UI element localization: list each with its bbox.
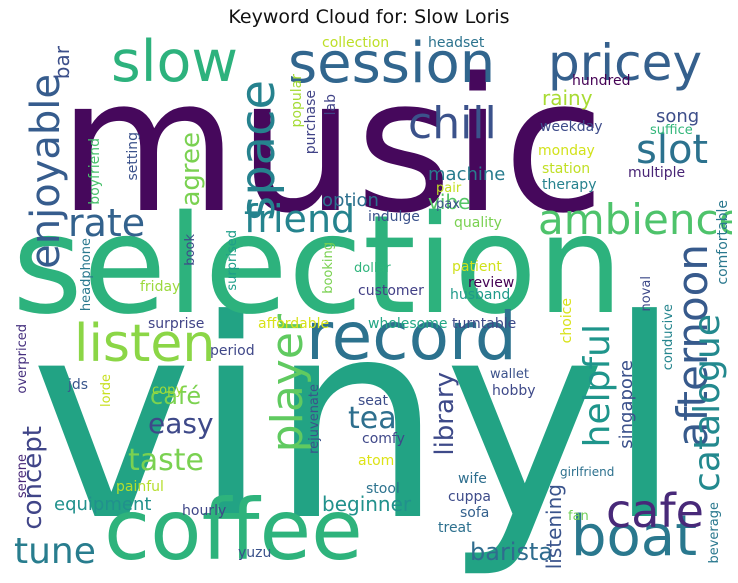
keyword: machine xyxy=(428,164,506,185)
keyword: lab xyxy=(323,94,339,116)
keyword: pair xyxy=(436,181,462,196)
keyword: helpful xyxy=(577,324,618,448)
keyword: ambience xyxy=(538,195,732,244)
keyword: dollar xyxy=(354,261,391,276)
keyword: tune xyxy=(14,531,96,572)
keyword: booking xyxy=(321,242,336,294)
keyword: setting xyxy=(125,132,141,181)
keyword: conducive xyxy=(661,304,676,371)
keyword: surprised xyxy=(225,230,240,291)
keyword: listen xyxy=(74,314,216,374)
keyword: patient xyxy=(452,259,502,275)
keyword: headphone xyxy=(79,238,94,312)
keyword: affordable xyxy=(258,316,330,332)
keyword: therapy xyxy=(542,177,597,193)
keyword: overpriced xyxy=(15,324,30,394)
keyword: vinyl xyxy=(30,261,683,576)
keyword: weekday xyxy=(540,119,603,135)
keyword: headset xyxy=(428,35,485,51)
keyword: bar xyxy=(50,46,74,80)
keyword: collection xyxy=(322,35,390,51)
keyword: boyfriend xyxy=(87,138,103,205)
keyword: station xyxy=(542,161,591,177)
keyword: player xyxy=(262,314,313,453)
keyword: review xyxy=(468,275,515,291)
keyword: comfy xyxy=(362,431,405,447)
keyword: lorde xyxy=(99,374,114,407)
chart-title: Keyword Cloud for: Slow Loris xyxy=(228,6,510,28)
keyword: friend xyxy=(244,197,356,241)
keyword: library xyxy=(430,372,460,456)
keyword: vibe xyxy=(428,190,471,214)
keyword: boat xyxy=(571,504,698,569)
keyword: pricey xyxy=(548,34,703,92)
keyword: fan xyxy=(568,509,589,524)
keyword: agree xyxy=(176,132,206,207)
keyword: song xyxy=(656,106,700,127)
keyword: barista xyxy=(470,538,554,566)
word-cloud: music vinyl selection coffee record sess… xyxy=(8,34,732,576)
keyword: popular xyxy=(289,74,305,128)
keyword: cuppa xyxy=(448,489,491,505)
keyword: slow xyxy=(111,34,239,95)
keyword: yuzu xyxy=(238,545,272,561)
keyword: indulge xyxy=(368,209,420,225)
keyword: option xyxy=(322,190,379,211)
keyword: hobby xyxy=(492,383,536,399)
keyword: jds xyxy=(68,377,89,393)
keyword: atom xyxy=(358,453,395,469)
keyword: hundred xyxy=(572,73,631,89)
keyword: seat xyxy=(358,393,388,409)
keyword: equipment xyxy=(54,494,152,515)
keyword: wife xyxy=(458,471,487,487)
keyword: selection xyxy=(12,187,624,345)
keyword: multiple xyxy=(628,165,686,181)
keyword: suffice xyxy=(650,123,693,138)
keyword: rainy xyxy=(542,86,593,110)
keyword: enjoyable xyxy=(23,74,69,269)
keyword: cafe xyxy=(606,484,704,538)
keyword: rejuvenate xyxy=(307,384,322,454)
keyword: serene xyxy=(15,454,30,499)
keyword: catalogue xyxy=(687,314,728,492)
keyword: sofa xyxy=(460,505,490,521)
keyword: coffee xyxy=(104,481,363,576)
keyword: quality xyxy=(454,215,502,231)
keyword: comfortable xyxy=(715,200,731,285)
keyword: purchase xyxy=(303,90,319,155)
keyword: stool xyxy=(366,481,400,497)
keyword: rate xyxy=(68,201,146,245)
keyword: listening xyxy=(542,484,566,570)
keyword: customer xyxy=(358,283,424,299)
keyword: period xyxy=(210,343,255,359)
keyword: girlfriend xyxy=(560,465,615,479)
keyword: copy xyxy=(152,383,184,398)
keyword: treat xyxy=(438,520,472,536)
keyword: hourly xyxy=(182,503,227,519)
keyword: pax xyxy=(436,197,460,212)
keyword: wholesome xyxy=(368,316,448,332)
keyword: beginner xyxy=(322,492,412,516)
keyword: painful xyxy=(116,479,164,495)
keyword: café xyxy=(150,382,202,410)
keyword: slot xyxy=(636,127,709,173)
keyword: record xyxy=(306,298,517,375)
keyword: choice xyxy=(559,298,575,344)
keyword: taste xyxy=(128,443,204,478)
keyword: monday xyxy=(538,143,595,159)
keyword: surprise xyxy=(148,316,205,332)
keyword: tea xyxy=(348,401,397,436)
keyword: friday xyxy=(140,279,181,295)
keyword: chill xyxy=(408,98,497,149)
keyword: beverage xyxy=(707,502,722,564)
keyword: easy xyxy=(148,407,214,440)
keyword: husband xyxy=(450,287,511,303)
keyword: noval xyxy=(639,276,654,312)
keyword: music xyxy=(58,38,605,254)
keyword: session xyxy=(288,34,496,96)
keyword: wallet xyxy=(490,367,529,382)
keyword: singapore xyxy=(616,360,637,449)
keyword: book xyxy=(183,234,198,266)
keyword: turntable xyxy=(452,316,517,332)
